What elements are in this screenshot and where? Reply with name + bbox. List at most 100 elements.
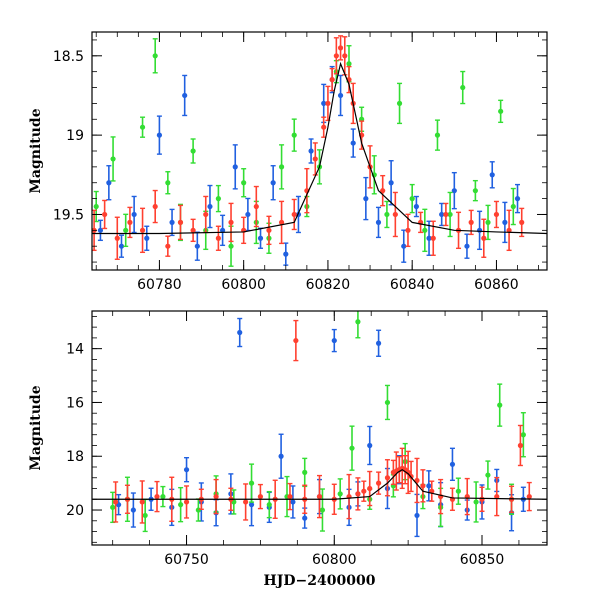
data-point: [248, 502, 255, 508]
y-tick-label: 20: [66, 503, 84, 519]
data-point: [183, 467, 190, 473]
data-point: [169, 219, 175, 225]
data-point: [489, 172, 495, 178]
data-point: [152, 203, 158, 210]
data-point: [228, 219, 234, 225]
data-point: [485, 219, 491, 225]
data-point: [293, 337, 299, 344]
data-point: [380, 188, 386, 194]
data-point: [316, 493, 323, 500]
data-point: [526, 493, 532, 500]
data-point: [319, 507, 326, 513]
data-point: [337, 92, 344, 99]
data-point: [139, 124, 146, 130]
bottom-x-axis-label: HJD−2400000: [264, 573, 376, 589]
data-point: [485, 472, 491, 478]
data-point: [215, 196, 221, 202]
data-point: [409, 196, 415, 202]
bottom-panel-data-layer: [92, 311, 547, 538]
data-point: [333, 53, 339, 59]
data-point: [460, 84, 466, 91]
y-tick-label: 19: [66, 128, 84, 144]
data-point: [302, 515, 308, 521]
data-point: [154, 493, 160, 500]
data-point: [502, 219, 508, 225]
data-point: [468, 219, 474, 225]
data-point: [473, 499, 479, 505]
data-point: [493, 211, 500, 218]
data-point: [194, 243, 200, 249]
x-tick-label: 60800: [221, 277, 266, 293]
x-tick-label: 60800: [312, 552, 357, 568]
data-point: [245, 211, 251, 218]
data-point: [213, 493, 219, 500]
data-point: [510, 203, 516, 210]
data-point: [253, 203, 259, 210]
data-point: [355, 319, 361, 325]
data-point: [123, 227, 129, 233]
data-point: [430, 235, 436, 241]
data-point: [97, 227, 104, 233]
data-point: [384, 399, 391, 406]
data-point: [337, 491, 343, 497]
bottom-panel-frame: [91, 310, 548, 546]
data-point: [331, 337, 337, 344]
data-point: [325, 100, 331, 106]
data-point: [405, 469, 411, 475]
data-point: [283, 251, 289, 257]
model-curve: [92, 61, 547, 235]
data-point: [384, 211, 390, 218]
data-point: [215, 235, 221, 241]
data-point: [363, 196, 369, 202]
data-point: [190, 227, 196, 233]
data-point: [405, 227, 411, 233]
series-0-points: [97, 65, 521, 266]
data-point: [497, 402, 503, 408]
data-point: [195, 507, 201, 513]
data-point: [426, 235, 432, 241]
data-point: [287, 493, 293, 500]
data-point: [479, 496, 485, 502]
data-point: [183, 499, 190, 505]
data-point: [349, 445, 355, 451]
data-point: [514, 196, 521, 202]
data-point: [110, 156, 116, 162]
data-point: [476, 227, 483, 233]
data-point: [420, 483, 426, 489]
data-point: [434, 132, 441, 138]
data-point: [266, 502, 272, 508]
x-tick-label: 60750: [164, 552, 209, 568]
data-point: [291, 211, 297, 218]
data-point: [413, 203, 419, 210]
data-point: [142, 512, 148, 519]
x-tick-label: 60820: [306, 277, 351, 293]
data-point: [93, 203, 99, 210]
data-point: [329, 77, 335, 83]
data-point: [228, 243, 234, 249]
data-point: [494, 493, 500, 500]
data-point: [118, 243, 125, 249]
data-point: [237, 329, 243, 336]
data-point: [160, 493, 166, 500]
top-panel: 60780 60800 60820 60840 60860 18.5 19 19.5 Magn…: [28, 31, 548, 293]
data-point: [131, 211, 137, 218]
top-y-axis-label: Magnitude: [28, 108, 44, 193]
data-point: [519, 219, 525, 225]
data-point: [321, 100, 327, 106]
data-point: [312, 156, 318, 162]
data-point: [248, 480, 255, 486]
data-point: [355, 491, 361, 497]
data-point: [342, 53, 348, 59]
data-point: [498, 108, 504, 114]
y-tick-label: 19.5: [53, 207, 84, 223]
model-curve: [92, 468, 547, 500]
data-point: [291, 132, 297, 138]
data-point: [190, 148, 196, 154]
data-point: [266, 227, 272, 233]
data-point: [422, 227, 428, 233]
data-point: [152, 53, 158, 59]
x-tick-label: 60840: [390, 277, 435, 293]
data-point: [113, 499, 119, 505]
data-point: [392, 211, 398, 218]
